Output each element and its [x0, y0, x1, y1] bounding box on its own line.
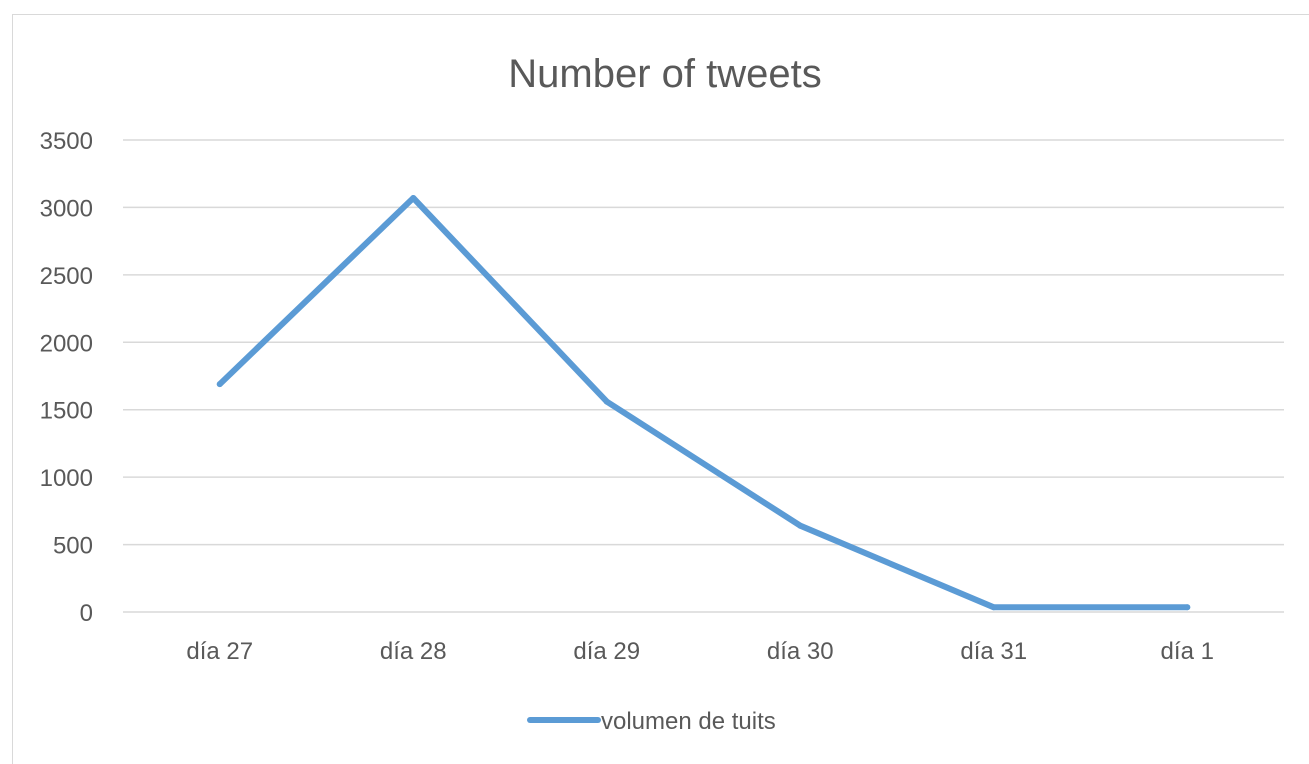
x-tick-label: día 1: [1161, 638, 1214, 665]
x-axis-tick-labels: día 27 día 28 día 29 día 30 día 31 día 1: [186, 638, 1214, 665]
x-tick-label: día 31: [960, 638, 1027, 665]
data-point: [410, 194, 417, 201]
y-tick-label: 500: [53, 533, 93, 560]
y-tick-label: 3500: [40, 128, 93, 155]
y-tick-label: 3000: [40, 195, 93, 222]
series-line-0: [216, 195, 1191, 611]
legend: volumen de tuits: [527, 708, 776, 735]
y-tick-label: 0: [80, 600, 93, 627]
y-axis-tick-labels: 0 500 1000 1500 2000 2500 3000 3500: [40, 128, 93, 627]
y-tick-label: 2000: [40, 330, 93, 357]
chart-title: Number of tweets: [508, 52, 821, 96]
data-point: [216, 381, 223, 388]
x-tick-label: día 27: [186, 638, 253, 665]
y-tick-label: 2500: [40, 263, 93, 290]
chart-frame: [12, 14, 1309, 764]
data-point: [603, 398, 610, 405]
data-point: [990, 604, 997, 611]
x-tick-label: día 29: [573, 638, 640, 665]
x-tick-label: día 30: [767, 638, 834, 665]
y-tick-label: 1500: [40, 398, 93, 425]
y-tick-label: 1000: [40, 465, 93, 492]
legend-label-volumen-de-tuits: volumen de tuits: [601, 708, 776, 735]
data-point: [797, 522, 804, 529]
x-tick-label: día 28: [380, 638, 447, 665]
data-point: [1184, 604, 1191, 611]
series-lines: [216, 194, 1191, 611]
gridlines: [123, 139, 1284, 613]
